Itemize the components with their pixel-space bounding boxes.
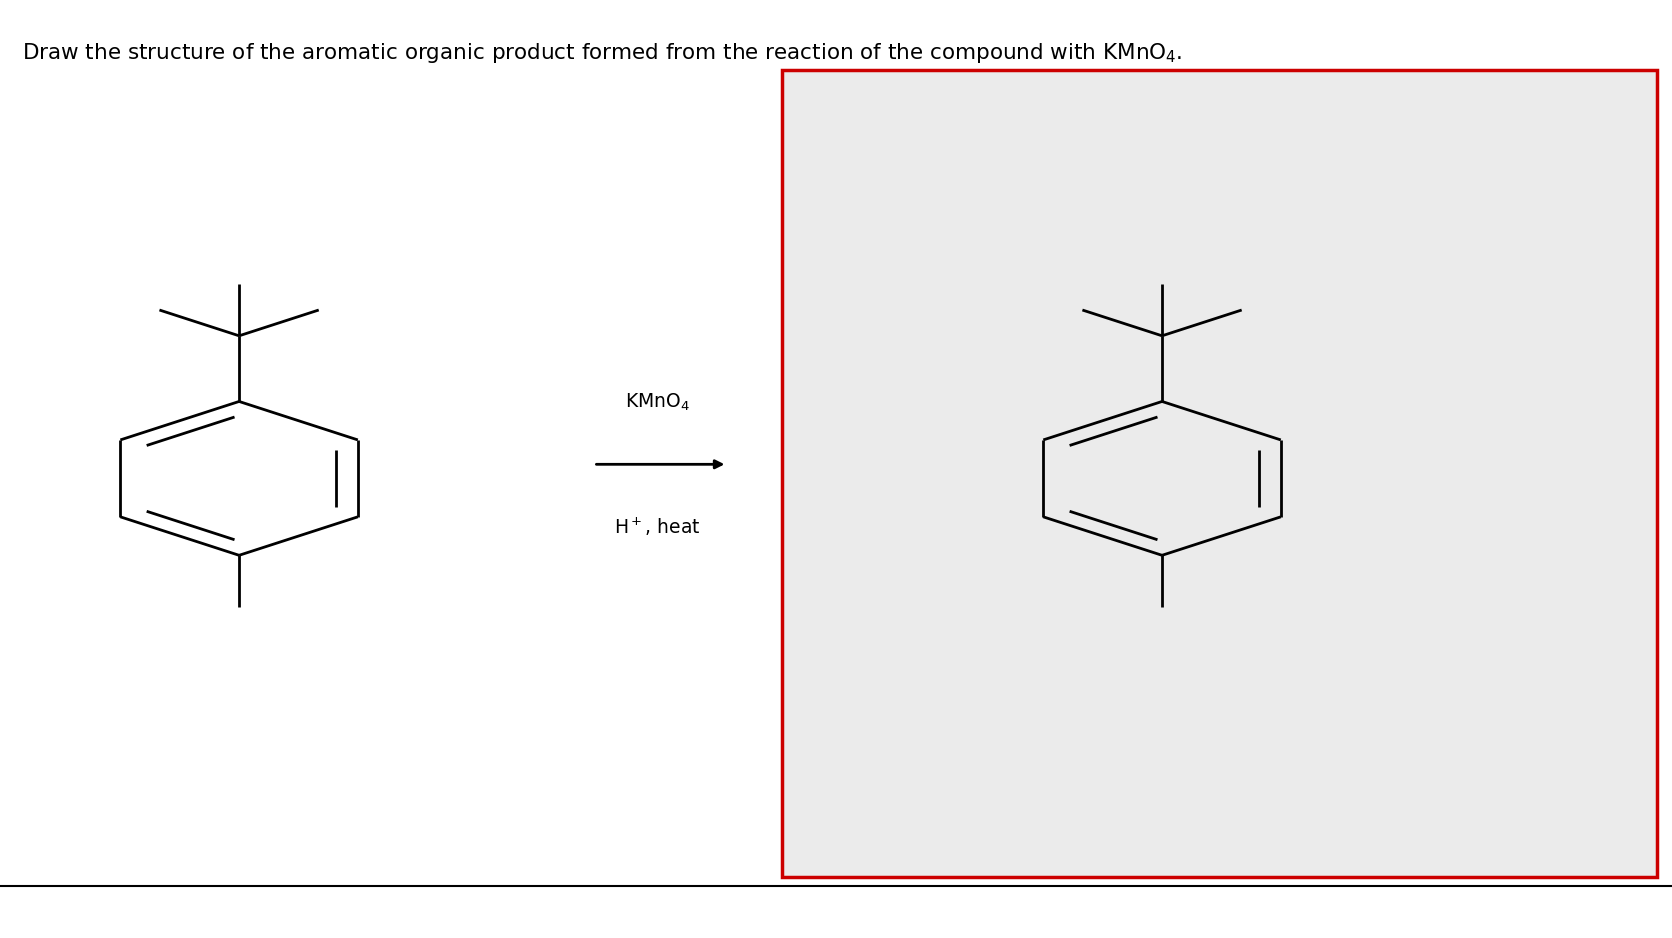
Text: KMnO$_4$: KMnO$_4$ — [625, 391, 689, 413]
Bar — [782, 70, 1657, 877]
Text: H$^+$, heat: H$^+$, heat — [614, 516, 701, 538]
Text: Draw the structure of the aromatic organic product formed from the reaction of t: Draw the structure of the aromatic organ… — [22, 41, 1182, 66]
